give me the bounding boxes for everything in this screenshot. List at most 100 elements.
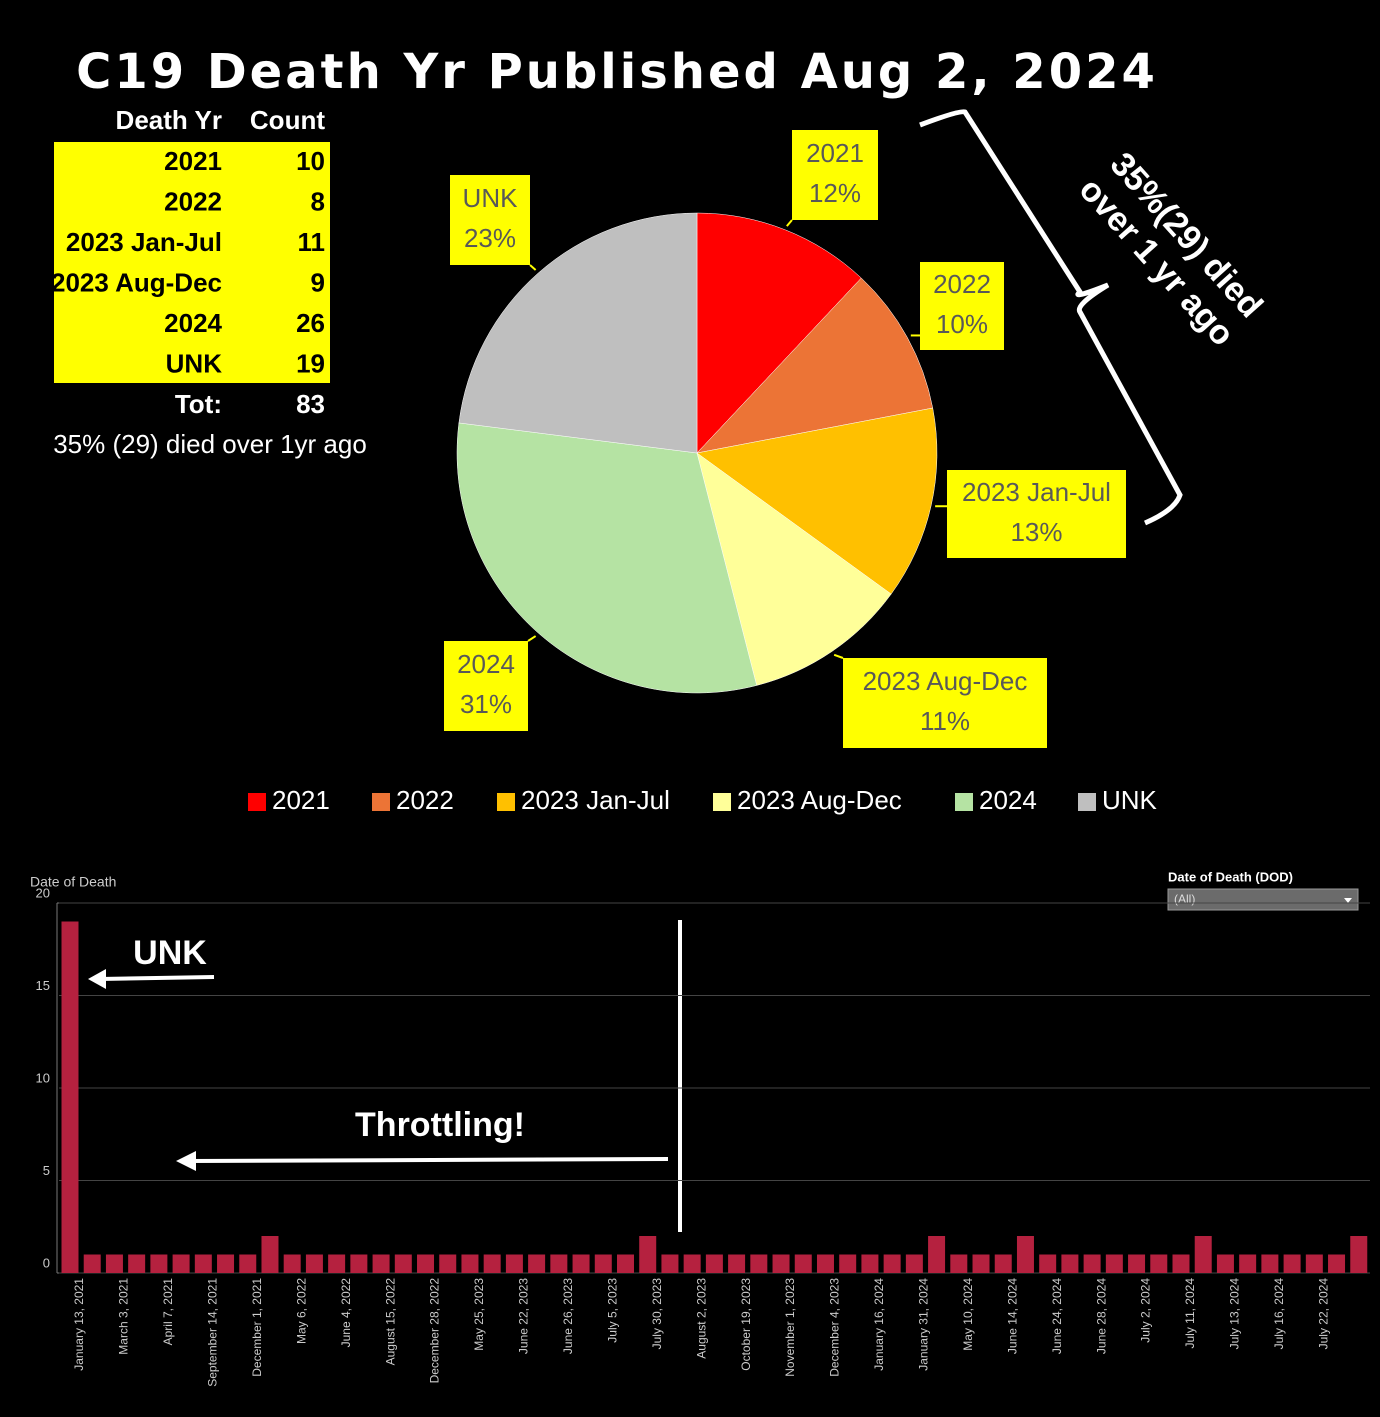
bar: [1283, 1254, 1301, 1273]
table-cell: 26: [296, 308, 325, 338]
bar: [1083, 1254, 1101, 1273]
bar: [505, 1254, 523, 1273]
filter-value[interactable]: (All): [1174, 892, 1195, 906]
legend-label: 2024: [979, 785, 1037, 815]
table-cell: UNK: [166, 348, 223, 378]
x-tick-label: December 28, 2022: [428, 1278, 442, 1384]
x-tick-label: May 25, 2023: [472, 1278, 486, 1351]
bar: [194, 1254, 212, 1273]
y-tick-label: 20: [36, 885, 50, 900]
bar: [772, 1254, 790, 1273]
x-tick-label: July 16, 2024: [1272, 1278, 1286, 1350]
bar: [239, 1254, 257, 1273]
bar: [1305, 1254, 1323, 1273]
slice-label: 2024: [457, 649, 515, 679]
x-tick-label: July 13, 2024: [1228, 1278, 1242, 1350]
x-tick-label: January 16, 2024: [872, 1278, 886, 1371]
bar: [305, 1254, 323, 1273]
page-title: C19 Death Yr Published Aug 2, 2024: [76, 44, 1158, 100]
callout-box: [792, 130, 878, 220]
bar: [1128, 1254, 1146, 1273]
y-tick-label: 0: [43, 1255, 50, 1270]
pie-slice: [456, 422, 757, 694]
annotation: Throttling!: [355, 1106, 525, 1144]
callout-box: [450, 175, 530, 265]
bar: [994, 1254, 1012, 1273]
bar: [883, 1254, 901, 1273]
bar: [350, 1254, 368, 1273]
x-tick-label: July 11, 2024: [1183, 1278, 1197, 1349]
bar: [372, 1254, 390, 1273]
filter-label: Date of Death (DOD): [1168, 869, 1293, 884]
y-tick-label: 10: [36, 1070, 50, 1085]
table-total: Tot:: [175, 389, 222, 419]
x-tick-label: June 4, 2022: [339, 1278, 353, 1348]
bar: [639, 1236, 657, 1273]
brace: [919, 109, 1183, 526]
legend-swatch: [372, 793, 390, 811]
callout-box: [843, 658, 1047, 748]
x-tick-label: July 5, 2023: [605, 1278, 619, 1343]
arrow: [189, 1157, 669, 1163]
callout-line: [529, 264, 537, 271]
callout-line: [833, 653, 844, 659]
bar: [172, 1254, 190, 1273]
bar: [1039, 1254, 1057, 1273]
slice-label: 2023 Jan-Jul: [962, 477, 1111, 507]
x-tick-label: January 13, 2021: [72, 1278, 86, 1371]
bar: [572, 1254, 590, 1273]
bar: [394, 1254, 412, 1273]
filter-box[interactable]: [1167, 888, 1359, 911]
legend-swatch: [713, 793, 731, 811]
bar: [1216, 1254, 1234, 1273]
filter-dropdown[interactable]: (All): [1167, 888, 1359, 911]
slice-value: 12%: [809, 178, 861, 208]
bar: [328, 1254, 346, 1273]
table-note: 35% (29) died over 1yr ago: [53, 429, 367, 459]
x-tick-label: June 26, 2023: [561, 1278, 575, 1354]
bar: [417, 1254, 435, 1273]
x-tick-label: July 30, 2023: [650, 1278, 664, 1350]
bar: [283, 1254, 301, 1273]
table-cell: 9: [311, 267, 325, 297]
bar: [661, 1254, 679, 1273]
legend-label: 2022: [396, 785, 454, 815]
arrow-head: [176, 1151, 196, 1171]
bar: [861, 1254, 879, 1273]
bar-chart-title: Date of Death: [30, 874, 116, 890]
x-tick-label: May 10, 2024: [961, 1278, 975, 1351]
bar: [1350, 1236, 1368, 1273]
table-cell: 2021: [164, 146, 222, 176]
pie-slice: [696, 277, 934, 454]
bar: [1150, 1254, 1168, 1273]
bar: [1328, 1254, 1346, 1273]
bar: [839, 1254, 857, 1273]
bar: [105, 1254, 123, 1273]
y-tick-label: 5: [43, 1163, 50, 1178]
bar: [594, 1254, 612, 1273]
bar: [905, 1254, 923, 1273]
x-tick-label: July 22, 2024: [1316, 1278, 1330, 1350]
bar: [1061, 1254, 1079, 1273]
table-cell: 8: [311, 186, 325, 216]
callout-box: [947, 470, 1126, 558]
bar: [528, 1254, 546, 1273]
bar: [928, 1236, 946, 1273]
annotation: UNK: [133, 934, 207, 972]
legend-label: 2021: [272, 785, 330, 815]
bar: [617, 1254, 634, 1273]
x-tick-label: December 1, 2021: [250, 1278, 264, 1377]
x-tick-label: June 22, 2023: [517, 1278, 531, 1354]
pie-slice: [696, 452, 892, 686]
bar: [217, 1254, 235, 1273]
bar: [1261, 1254, 1279, 1273]
table-header: Death Yr: [116, 105, 222, 135]
x-tick-label: January 31, 2024: [917, 1278, 931, 1371]
legend-swatch: [1078, 793, 1096, 811]
bar: [1239, 1254, 1257, 1273]
x-tick-label: July 2, 2024: [1139, 1278, 1153, 1343]
pie-slice: [696, 212, 862, 454]
bar: [1105, 1254, 1123, 1273]
table-cell: 2024: [164, 308, 222, 338]
slice-value: 31%: [460, 689, 512, 719]
